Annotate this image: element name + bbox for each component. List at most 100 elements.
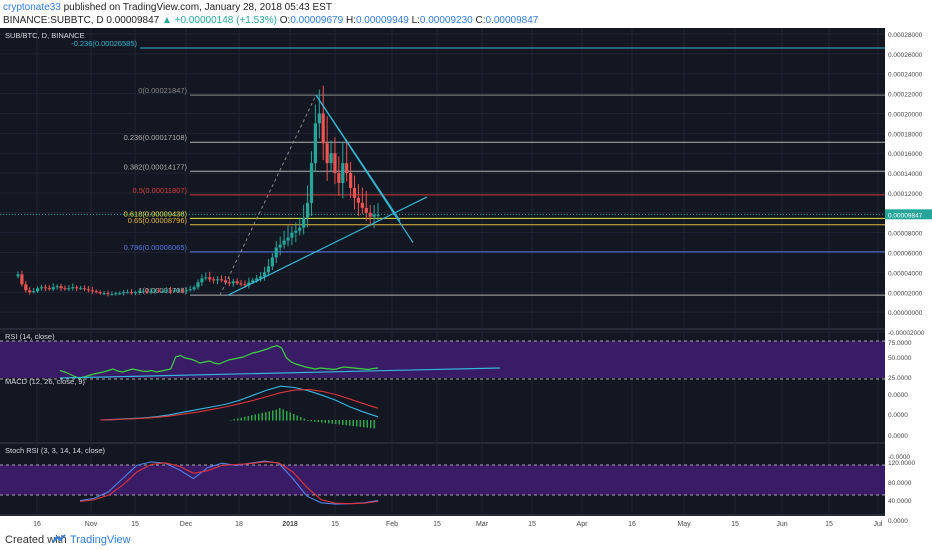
chart-svg[interactable]: 16 Nov 15 Dec 18 2018 15 Feb 15 Mar 15 Apr 16 May 15 Ju… <box>0 28 932 530</box>
fib-label: 0.236(0.00017108) <box>124 133 188 142</box>
macd-histogram-bar <box>244 416 246 421</box>
macd-histogram-bar <box>338 420 340 425</box>
rsi-tick-label: 50.0000 <box>888 355 912 362</box>
candle-body <box>231 281 235 284</box>
candle-body <box>317 113 321 124</box>
candle-body <box>172 290 177 292</box>
candle-body <box>16 274 20 277</box>
candle-body <box>282 240 286 245</box>
candle-body <box>204 277 208 279</box>
candle-body <box>114 293 118 295</box>
candle-body <box>63 288 67 290</box>
macd-histogram-bar <box>366 420 368 428</box>
close-value: 0.00009847 <box>485 15 539 26</box>
macd-histogram-bar <box>335 420 337 425</box>
candle-body <box>305 202 310 218</box>
candle-body <box>32 291 36 293</box>
stoch-tick-label: 0.0000 <box>888 518 908 525</box>
candle-body <box>321 113 325 144</box>
price-tick-label: 0.00020000 <box>888 111 923 118</box>
rsi-band <box>0 341 885 378</box>
time-tick-label: 15 <box>825 521 833 528</box>
fib-label: 0(0.00021847) <box>138 86 187 95</box>
candle-body <box>259 276 263 279</box>
tradingview-brand[interactable]: TradingView <box>70 534 131 546</box>
candle-body <box>125 292 130 294</box>
macd-histogram-bar <box>373 420 375 429</box>
publish-text: published on TradingView.com, January 28… <box>63 2 332 13</box>
candle-body <box>28 290 32 293</box>
fib-label: 0.65(0.00008796) <box>128 216 188 225</box>
chart-header: cryptonate33 published on TradingView.co… <box>0 0 932 28</box>
candle-body <box>243 284 247 286</box>
macd-histogram-bar <box>345 420 347 426</box>
time-tick-label: 2018 <box>282 521 298 528</box>
price-tick-label: 0.00018000 <box>888 131 923 138</box>
candle-body <box>188 289 192 291</box>
time-tick-label: 18 <box>235 521 243 528</box>
author-link[interactable]: cryptonate33 <box>3 2 61 13</box>
macd-histogram-bar <box>307 420 309 421</box>
macd-histogram-bar <box>303 418 305 421</box>
candle-body <box>274 247 278 258</box>
macd-histogram-bar <box>352 420 354 427</box>
time-tick-label: 15 <box>131 521 139 528</box>
stoch-band <box>0 465 885 495</box>
candle-body <box>90 290 94 292</box>
price-tick-label: 0.00000000 <box>888 310 923 317</box>
fib-label: 0.5(0.00011807) <box>133 186 188 195</box>
open-label: O: <box>279 15 291 26</box>
candle-body <box>368 212 372 217</box>
fib-label: 0.618(0.00009438) <box>124 209 188 218</box>
macd-histogram-bar <box>268 411 270 421</box>
candle-body <box>192 287 196 290</box>
high-label: H: <box>345 15 356 26</box>
time-tick-label: Feb <box>386 521 398 528</box>
candle-body <box>337 173 341 183</box>
candle-body <box>345 163 349 174</box>
rsi-trendline <box>59 367 501 379</box>
candle-body <box>169 290 173 292</box>
macd-tick-label: 0.0000 <box>888 433 908 440</box>
macd-histogram-bar <box>328 420 330 424</box>
candle-body <box>223 280 227 283</box>
stoch-pane-label: Stoch RSI (3, 3, 14, 14, close) <box>5 446 106 455</box>
time-tick-label: May <box>677 521 691 528</box>
candle-body <box>51 287 55 290</box>
candle-body <box>118 293 122 295</box>
candle-body <box>298 227 302 231</box>
price-tick-label: 0.00002000 <box>888 290 923 297</box>
candle-body <box>180 290 184 292</box>
candle-body <box>235 281 239 284</box>
candle-body <box>313 123 317 164</box>
price-tick-label: 0.00008000 <box>888 231 923 238</box>
candle-body <box>75 287 79 289</box>
macd-histogram-bar <box>314 420 316 422</box>
macd-histogram-bar <box>258 413 260 421</box>
price-tick-label: 0.00026000 <box>888 52 923 59</box>
candle-body <box>356 197 361 203</box>
candle-body <box>215 279 220 281</box>
time-tick-label: 15 <box>331 521 339 528</box>
high-value: 0.00009949 <box>355 15 409 26</box>
fib-label: 0.382(0.00014177) <box>124 162 188 171</box>
macd-histogram-bar <box>349 420 351 426</box>
macd-histogram-bar <box>324 420 326 423</box>
last-price-tag-label: 0.00009847 <box>888 212 923 219</box>
macd-histogram-bar <box>293 414 295 421</box>
candle-body <box>122 292 126 294</box>
candle-body <box>20 274 24 285</box>
candle-body <box>349 173 353 188</box>
candle-body <box>227 282 231 284</box>
chart-area[interactable]: 16 Nov 15 Dec 18 2018 15 Feb 15 Mar 15 Apr 16 May 15 Ju… <box>0 28 932 530</box>
time-tick-label: Dec <box>180 521 193 528</box>
time-tick-label: 16 <box>33 521 41 528</box>
price-tick-label: 0.00014000 <box>888 171 923 178</box>
macd-histogram-bar <box>317 420 319 423</box>
macd-histogram-bar <box>331 420 333 424</box>
publish-line: cryptonate33 published on TradingView.co… <box>3 2 332 13</box>
macd-histogram-bar <box>240 417 242 421</box>
candle-body <box>196 282 200 288</box>
footer: Created with TradingView <box>0 530 932 550</box>
change-text: ▲ +0.00000148 (+1.53%) <box>161 15 277 26</box>
